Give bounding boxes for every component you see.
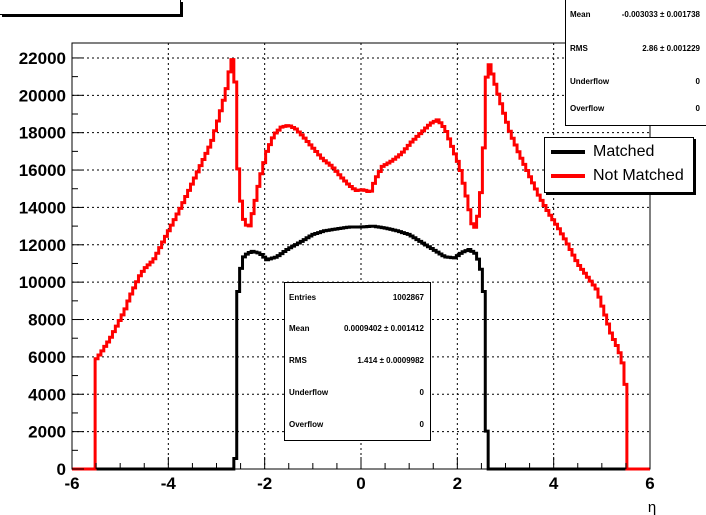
legend-swatch-not-matched bbox=[551, 173, 585, 178]
stat-row-rms: RMS 1.414 ± 0.0009982 bbox=[285, 356, 430, 366]
stat-value: 0 bbox=[419, 388, 424, 397]
y-tick-label: 8000 bbox=[28, 311, 66, 330]
y-tick-label: 18000 bbox=[19, 124, 66, 143]
legend-label-matched: Matched bbox=[593, 143, 655, 160]
x-tick-label: 0 bbox=[356, 474, 365, 493]
y-tick-label: 20000 bbox=[19, 86, 66, 105]
stat-row-rms: RMS 2.86 ± 0.001229 bbox=[566, 44, 706, 54]
stat-row-mean: Mean -0.003033 ± 0.001738 bbox=[566, 10, 706, 20]
y-tick-label: 4000 bbox=[28, 385, 66, 404]
stat-row-mean: Mean 0.0009402 ± 0.001412 bbox=[285, 324, 430, 334]
stat-label: Underflow bbox=[570, 77, 610, 86]
legend: Matched Not Matched bbox=[544, 137, 694, 193]
y-tick-label: 6000 bbox=[28, 348, 66, 367]
stat-value: 0 bbox=[695, 104, 700, 113]
y-tick-label: 14000 bbox=[19, 198, 66, 217]
stats-box-top: Mean -0.003033 ± 0.001738 RMS 2.86 ± 0.0… bbox=[565, 0, 706, 126]
x-tick-label: 6 bbox=[645, 474, 654, 493]
series-not-matched bbox=[72, 58, 650, 471]
stat-label: RMS bbox=[570, 44, 588, 53]
legend-entry-not-matched: Not Matched bbox=[551, 166, 684, 186]
legend-label-not-matched: Not Matched bbox=[593, 167, 684, 184]
stat-value: 0.0009402 ± 0.001412 bbox=[343, 324, 424, 333]
x-axis-label: η bbox=[648, 499, 656, 515]
x-tick-label: 2 bbox=[453, 474, 462, 493]
x-tick-label: -4 bbox=[161, 474, 177, 493]
x-tick-label: -2 bbox=[257, 474, 272, 493]
legend-swatch-matched bbox=[551, 149, 585, 154]
y-tick-label: 22000 bbox=[19, 49, 66, 68]
y-tick-label: 12000 bbox=[19, 236, 66, 255]
x-tick-label: -6 bbox=[64, 474, 79, 493]
x-tick-label: 4 bbox=[549, 474, 559, 493]
legend-entry-matched: Matched bbox=[551, 142, 654, 162]
stat-row-overflow: Overflow 0 bbox=[566, 104, 706, 114]
stat-value: 1002867 bbox=[392, 293, 424, 302]
stat-value: -0.003033 ± 0.001738 bbox=[621, 10, 700, 19]
stat-value: 2.86 ± 0.001229 bbox=[642, 44, 700, 53]
y-tick-label: 10000 bbox=[19, 273, 66, 292]
stat-label: Underflow bbox=[289, 388, 329, 397]
stat-label: Overflow bbox=[570, 104, 605, 113]
stat-row-underflow: Underflow 0 bbox=[285, 388, 430, 398]
stat-value: 0 bbox=[695, 77, 700, 86]
stat-row-overflow: Overflow 0 bbox=[285, 420, 430, 430]
stat-value: 0 bbox=[419, 420, 424, 429]
stat-label: Overflow bbox=[289, 420, 324, 429]
stat-label: Mean bbox=[570, 10, 591, 19]
stat-row-entries: Entries 1002867 bbox=[285, 293, 430, 303]
y-tick-label: 0 bbox=[57, 460, 66, 479]
stats-box-center: Entries 1002867 Mean 0.0009402 ± 0.00141… bbox=[284, 282, 431, 441]
y-tick-label: 2000 bbox=[28, 423, 66, 442]
stat-value: 1.414 ± 0.0009982 bbox=[357, 356, 424, 365]
stat-label: RMS bbox=[289, 356, 307, 365]
stat-label: Entries bbox=[289, 293, 317, 302]
title-box bbox=[0, 0, 181, 15]
y-tick-label: 16000 bbox=[19, 161, 66, 180]
stat-label: Mean bbox=[289, 324, 310, 333]
stat-row-underflow: Underflow 0 bbox=[566, 77, 706, 87]
series-layer bbox=[72, 58, 650, 471]
series-matched bbox=[72, 224, 650, 471]
axes: -6 -4 -2 0 2 4 6 0 2000 4000 6000 8000 10000 12000 140… bbox=[19, 49, 655, 493]
